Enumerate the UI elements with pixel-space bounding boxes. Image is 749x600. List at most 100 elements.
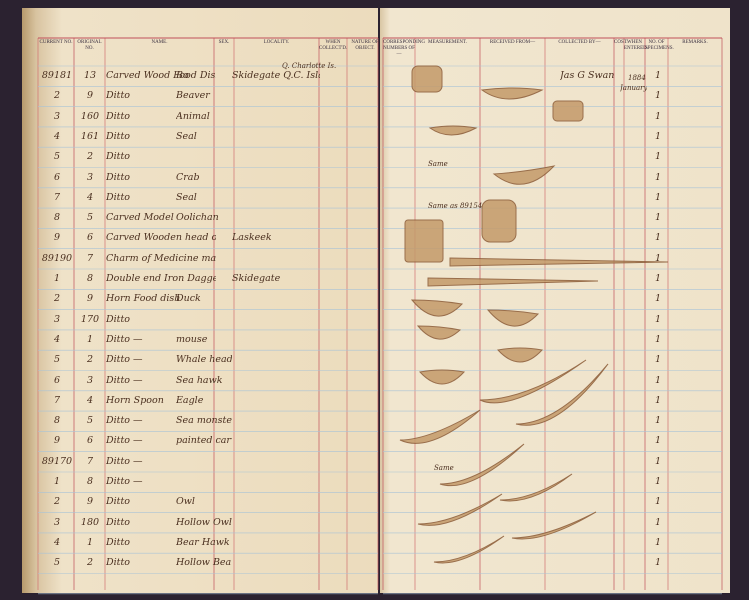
entry-description: Oolichan xyxy=(176,212,219,224)
entry-current: 5 xyxy=(53,151,61,163)
entry-name: Ditto — xyxy=(106,476,143,487)
entry-current: 7 xyxy=(53,394,61,406)
entry-original: 1 xyxy=(86,536,94,548)
artifact-sketch xyxy=(419,369,465,385)
entry-current: 2 xyxy=(53,293,61,305)
entry-specimens: 1 xyxy=(654,557,662,569)
entry-specimens: 1 xyxy=(654,90,662,102)
entry-name: Ditto — xyxy=(106,354,143,366)
entry-original: 2 xyxy=(86,354,94,366)
entry-specimens: 1 xyxy=(654,536,662,548)
entry-current: 3 xyxy=(53,313,61,325)
entry-current: 4 xyxy=(53,536,61,548)
artifact-sketch xyxy=(417,493,503,526)
artifact-sketch xyxy=(511,511,597,540)
entry-name: Ditto — xyxy=(106,435,143,447)
artifact-sketches xyxy=(399,65,669,564)
entry-current: 1 xyxy=(53,476,61,487)
artifact-sketch xyxy=(411,65,443,93)
entry-specimens: 1 xyxy=(654,130,662,142)
entry-name: Ditto xyxy=(106,313,131,325)
entry-original: 7 xyxy=(86,252,94,264)
entry-locality: Skidegate xyxy=(232,273,281,284)
artifact-sketch xyxy=(410,299,464,317)
artifact-sketch xyxy=(404,219,444,263)
entry-specimens: 1 xyxy=(654,191,662,203)
entry-specimens: 1 xyxy=(654,374,662,386)
entry-description: mouse xyxy=(176,333,208,345)
entry-description: Sea hawk xyxy=(176,374,223,386)
artifact-sketch xyxy=(552,100,584,122)
column-header: Collected by— xyxy=(558,40,601,45)
column-header: Locality. xyxy=(263,40,290,45)
entry-description: Hollow Bear xyxy=(176,557,232,569)
artifact-sketch xyxy=(416,325,462,340)
entry-current: 1 xyxy=(53,273,61,284)
entry-current: 7 xyxy=(53,191,61,203)
entry-specimens: 1 xyxy=(654,212,662,224)
entry-original: 1 xyxy=(86,333,94,345)
entry-name: Ditto xyxy=(106,151,131,163)
entry-current: 4 xyxy=(53,130,61,142)
entry-specimens: 1 xyxy=(654,415,662,427)
entry-original: 7 xyxy=(86,455,94,467)
entry-description: Owl xyxy=(176,496,195,508)
entry-name: Ditto xyxy=(106,557,131,569)
entry-name: Ditto xyxy=(106,130,131,142)
entry-description: Sea monster xyxy=(176,415,232,427)
entry-description: Animal xyxy=(176,110,210,122)
entry-original: 8 xyxy=(86,273,94,284)
entry-name: Double end Iron Dagger xyxy=(106,273,216,284)
column-header: Sex. xyxy=(218,40,230,45)
entry-description: Seal xyxy=(176,130,197,142)
column-header: When Entered. xyxy=(624,40,649,51)
entry-name: Horn Spoon xyxy=(106,394,164,406)
entry-current: 9 xyxy=(53,232,61,244)
entry-original: 160 xyxy=(80,110,100,122)
entry-name: Ditto xyxy=(106,110,131,122)
entry-specimens: 1 xyxy=(654,252,662,264)
entry-name: Ditto — xyxy=(106,374,143,386)
artifact-sketch xyxy=(515,363,609,426)
entry-current: 2 xyxy=(53,496,61,508)
entry-current: 6 xyxy=(53,171,61,183)
entry-current: 9 xyxy=(53,435,61,447)
column-header: No. of Specimens. xyxy=(645,40,674,51)
entry-original: 3 xyxy=(86,374,94,386)
entry-name: Ditto — xyxy=(106,415,143,427)
artifact-sketch xyxy=(399,409,481,444)
column-header: Remarks. xyxy=(682,40,708,45)
note: Same as 89154 xyxy=(428,202,483,210)
entry-name: Ditto xyxy=(106,536,131,548)
column-header: Measurement. xyxy=(428,40,467,45)
entry-specimens: 1 xyxy=(654,496,662,508)
entry-original: 6 xyxy=(86,232,94,244)
entry-specimens: 1 xyxy=(654,232,662,244)
entry-name: Ditto — xyxy=(106,455,143,467)
entry-original: 8 xyxy=(86,476,94,487)
entry-current: 3 xyxy=(53,110,61,122)
entry-name: Carved Model xyxy=(106,212,174,224)
artifact-sketch xyxy=(449,257,669,267)
column-header: Original No. xyxy=(77,40,102,51)
artifact-sketch xyxy=(480,87,544,100)
entry-specimens: 1 xyxy=(654,394,662,406)
column-header: Nature of Object. xyxy=(351,40,379,51)
entry-original: 180 xyxy=(80,516,100,528)
artifact-sketch xyxy=(499,473,573,502)
entry-current: 89190 xyxy=(41,252,73,264)
entry-description: Seal xyxy=(176,191,197,203)
entry-description: painted carved xyxy=(176,435,232,447)
artifact-sketch xyxy=(428,125,478,136)
entry-name: Carved Wooden head ornament xyxy=(106,232,216,244)
artifact-sketch xyxy=(479,359,587,404)
note: Same xyxy=(434,464,454,472)
entry-name: Ditto xyxy=(106,90,131,102)
entry-specimens: 1 xyxy=(654,151,662,163)
entry-description: Whale head xyxy=(176,354,232,366)
entry-name: Ditto — xyxy=(106,333,143,345)
note: January xyxy=(620,84,648,92)
entry-specimens: 1 xyxy=(654,354,662,366)
